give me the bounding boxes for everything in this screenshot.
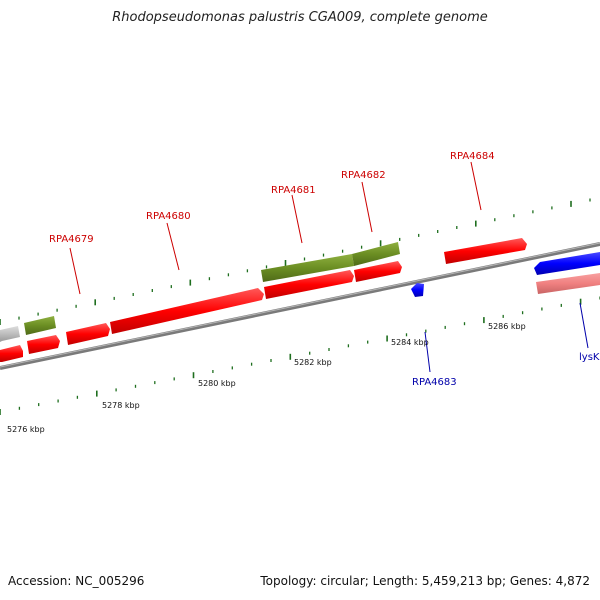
forward-gene-arrow[interactable]	[66, 323, 110, 345]
green-feature[interactable]	[24, 316, 56, 335]
position-label: 5286 kbp	[488, 322, 526, 331]
forward-gene-arrow[interactable]	[110, 288, 264, 334]
position-label: 5280 kbp	[198, 379, 236, 388]
position-label: 5276 kbp	[7, 425, 45, 434]
gene-label-rpa4680[interactable]: RPA4680	[146, 211, 191, 222]
forward-gene-arrow[interactable]	[0, 345, 23, 362]
pseudo-gene-feature[interactable]	[536, 273, 600, 294]
gene-labels: RPA4679 RPA4680 RPA4681 RPA4682 RPA4684 …	[49, 151, 600, 388]
green-feature[interactable]	[261, 254, 354, 282]
reverse-gene-arrow[interactable]	[411, 283, 424, 297]
gene-label-rpa4683[interactable]: RPA4683	[412, 377, 457, 388]
tick-row-outer	[0, 198, 591, 325]
position-label: 5278 kbp	[102, 401, 140, 410]
position-label: 5284 kbp	[391, 338, 429, 347]
position-labels: 5276 kbp 5278 kbp 5280 kbp 5282 kbp 5284…	[7, 322, 526, 434]
gray-feature[interactable]	[0, 326, 20, 342]
map-title: Rhodopseudomonas palustris CGA009, compl…	[112, 10, 488, 25]
accession-label: Accession: NC_005296	[8, 574, 145, 588]
forward-gene-arrow[interactable]	[264, 270, 354, 299]
feature-row-reverse	[411, 252, 600, 297]
forward-gene-arrow[interactable]	[27, 335, 60, 354]
gene-label-rpa4681[interactable]: RPA4681	[271, 185, 316, 196]
genome-summary: Topology: circular; Length: 5,459,213 bp…	[260, 574, 590, 588]
reverse-gene-arrow[interactable]	[534, 252, 600, 275]
gene-label-rpa4682[interactable]: RPA4682	[341, 170, 386, 181]
callout-lines	[69, 161, 589, 373]
forward-gene-arrow[interactable]	[354, 261, 402, 282]
forward-gene-arrow[interactable]	[444, 238, 527, 264]
feature-row-upper	[0, 242, 400, 342]
gene-label-rpa4679[interactable]: RPA4679	[49, 234, 94, 245]
gene-label-rpa4684[interactable]: RPA4684	[450, 151, 495, 162]
feature-row-forward	[0, 238, 527, 362]
green-feature[interactable]	[352, 242, 400, 266]
position-label: 5282 kbp	[294, 358, 332, 367]
genome-backbone	[0, 242, 600, 370]
gene-label-lysk[interactable]: lysK	[579, 352, 600, 363]
tick-row-inner	[0, 296, 600, 415]
